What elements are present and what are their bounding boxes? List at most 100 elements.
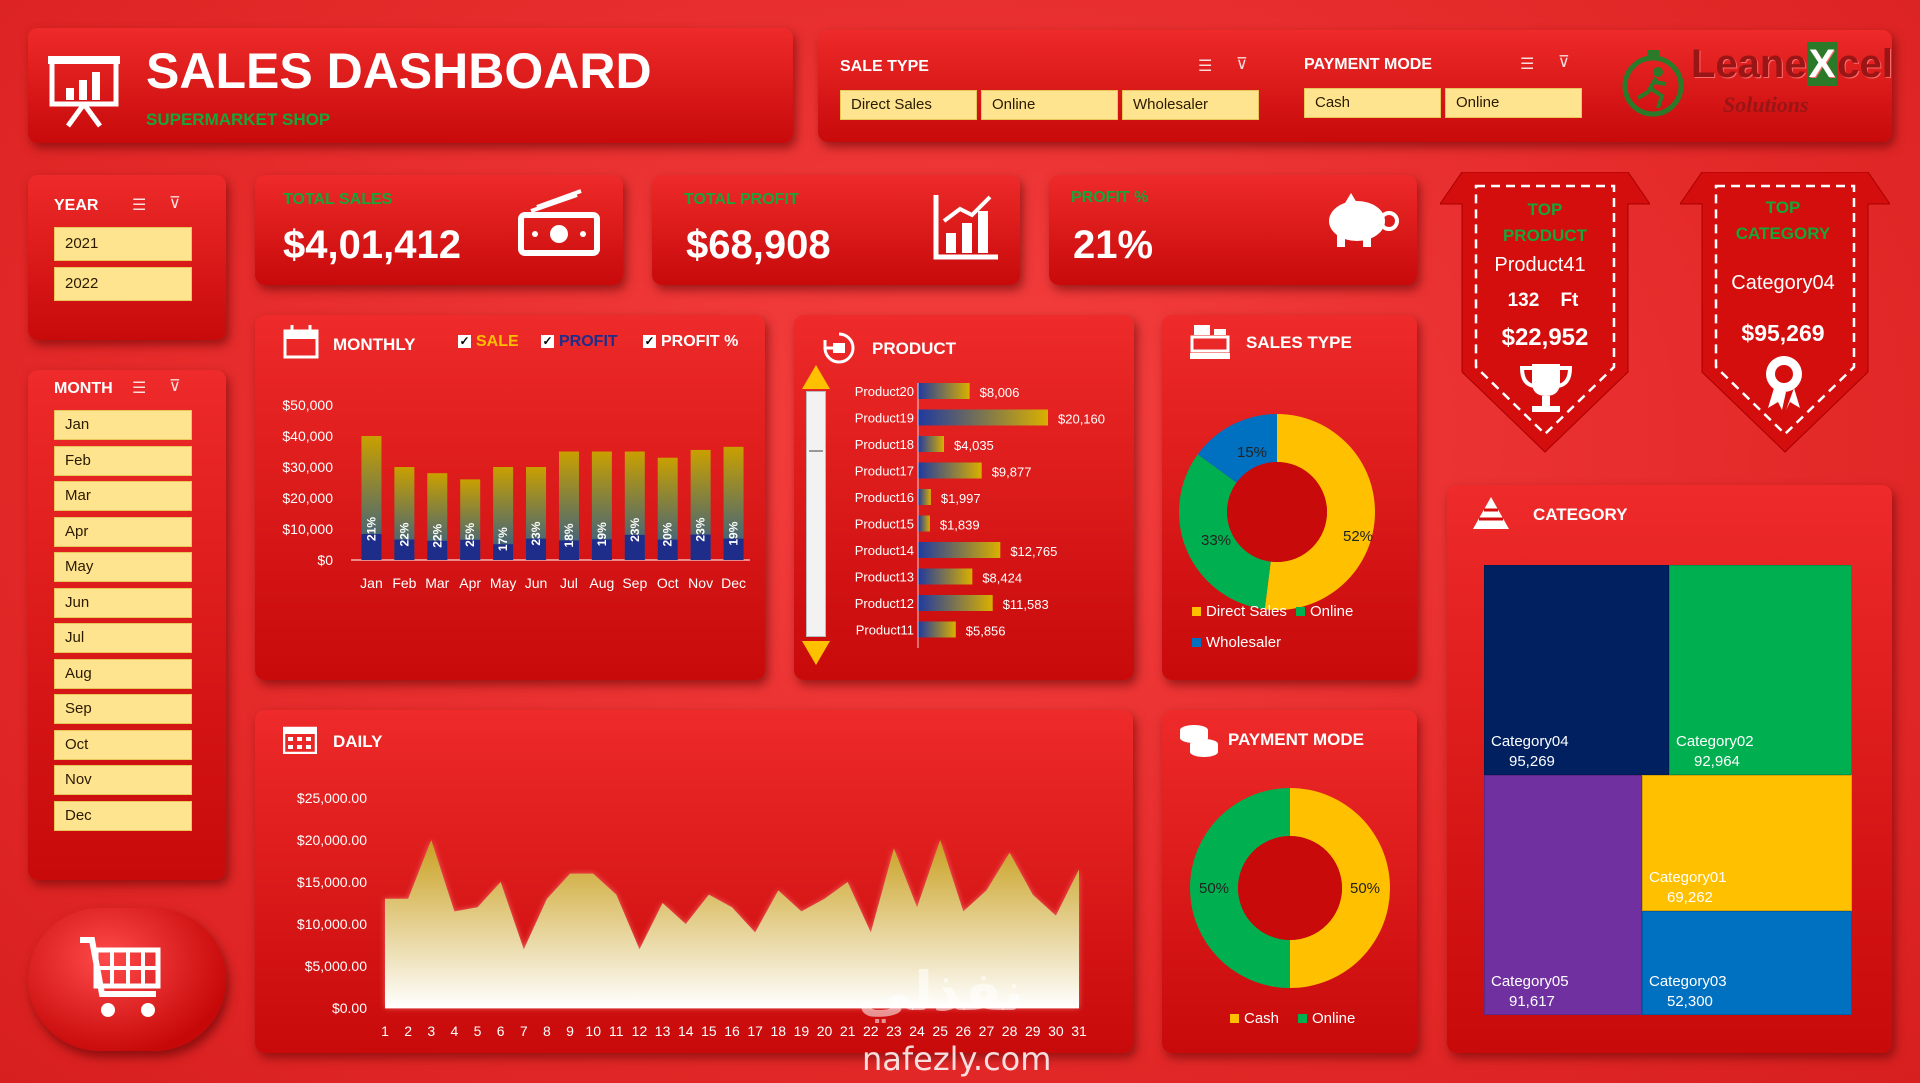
profit-bar[interactable] [558,540,579,560]
sale-bar[interactable] [427,473,448,560]
legend-sale[interactable]: ✓ SALE [458,333,519,351]
product-bar[interactable] [918,383,970,399]
product-bar[interactable] [918,621,956,638]
multi-select-icon[interactable]: ☰ [1520,56,1535,73]
donut-slice[interactable] [1179,454,1271,610]
monthly-bar-chart: $50,000 $40,000 $30,000 $20,000 $10,000 $0 21%… [282,397,750,591]
scroll-thumb[interactable] [809,450,823,452]
sale-type-direct-sales[interactable]: Direct Sales [840,90,977,120]
product-bar[interactable] [918,595,993,611]
sale-bar[interactable] [526,467,547,560]
sales-type-title: SALES TYPE [1246,333,1352,352]
product-name-label: Product14 [855,543,914,558]
donut-slice[interactable] [1190,788,1290,988]
x-tick-label: Oct [657,575,679,591]
multi-select-icon[interactable]: ☰ [132,380,147,397]
scroll-down-arrow[interactable] [802,641,830,665]
sale-bar[interactable] [690,449,711,560]
profit-bar[interactable] [591,539,612,560]
profit-bar[interactable] [657,539,678,560]
profit-bar[interactable] [526,538,547,560]
treemap-tile-category02[interactable]: Category02 92,964 [1669,565,1852,775]
profit-bar[interactable] [493,544,514,560]
x-tick-label: 7 [520,1023,528,1039]
sale-bar[interactable] [558,451,579,561]
profit-bar[interactable] [427,540,448,560]
legend-swatch [1230,1014,1239,1023]
product-scrollbar[interactable] [802,365,830,665]
treemap-tile-category01[interactable]: Category01 69,262 [1642,775,1852,911]
profit-bar[interactable] [723,538,744,560]
multi-select-icon[interactable]: ☰ [132,197,147,214]
product-panel: PRODUCT Product20 $8,006 Product19 $20,160 P… [794,315,1134,680]
donut-slice[interactable] [1290,788,1390,988]
treemap-value: 69,262 [1667,889,1713,906]
month-option-jan[interactable]: Jan [54,410,192,440]
legend-profit[interactable]: ✓ PROFIT [541,333,618,351]
clear-filter-icon[interactable]: ⊽ [169,195,181,212]
sale-bar[interactable] [460,479,481,560]
month-option-may[interactable]: May [54,552,192,582]
month-option-oct[interactable]: Oct [54,729,192,760]
scroll-track[interactable] [806,391,826,637]
month-option-aug[interactable]: Aug [54,658,192,689]
sale-bar[interactable] [657,457,678,560]
product-bar[interactable] [918,542,1001,558]
month-option-jun[interactable]: Jun [54,587,192,618]
treemap-tile-category03[interactable]: Category03 52,300 [1642,911,1852,1015]
sales-type-donut: 52% 33% 15% Direct Sales Online Wholesaler [1179,414,1375,651]
donut-slice[interactable] [1264,414,1375,610]
year-option-2021[interactable]: 2021 [54,227,192,261]
sale-bar[interactable] [591,451,612,561]
month-option-nov[interactable]: Nov [54,765,192,795]
top-product-name: Product41 [1494,254,1586,276]
x-tick-label: 20 [817,1023,833,1039]
profit-percent-label: 19% [727,521,741,545]
treemap-tile-category05[interactable]: Category05 91,617 [1484,775,1642,1015]
profit-percent-label: 18% [562,523,576,547]
payment-mode-cash[interactable]: Cash [1304,88,1441,118]
product-bar[interactable] [918,436,945,452]
treemap-tile-category04[interactable]: Category04 95,269 [1484,565,1669,775]
sale-bar[interactable] [723,446,744,560]
sale-bar[interactable] [361,436,382,560]
clear-filter-icon[interactable]: ⊽ [1236,56,1248,73]
profit-bar[interactable] [460,539,481,560]
top-product-badge: TOP PRODUCT Product41 132 Ft $22,952 [1440,172,1650,457]
legend-profit-percent-label: PROFIT % [661,333,739,350]
donut-slice[interactable] [1197,414,1277,483]
month-option-jul[interactable]: Jul [54,623,192,653]
month-option-mar[interactable]: Mar [54,481,192,511]
clear-filter-icon[interactable]: ⊽ [1558,54,1570,71]
daily-area[interactable] [385,840,1079,1008]
sale-type-online[interactable]: Online [981,90,1118,120]
payment-mode-online[interactable]: Online [1445,88,1582,118]
month-option-dec[interactable]: Dec [54,800,192,831]
kpi-label: TOTAL SALES [283,191,393,208]
product-bar[interactable] [918,568,973,585]
multi-select-icon[interactable]: ☰ [1198,58,1213,75]
clear-filter-icon[interactable]: ⊽ [169,378,181,395]
product-bar[interactable] [918,462,982,479]
sale-bar[interactable] [493,467,514,560]
product-bar[interactable] [918,515,930,532]
year-option-2022[interactable]: 2022 [54,267,192,301]
x-tick-label: 30 [1048,1023,1064,1039]
product-bar[interactable] [918,489,931,505]
profit-bar[interactable] [361,533,382,560]
profit-bar[interactable] [690,534,711,560]
month-option-sep[interactable]: Sep [54,694,192,724]
sale-type-wholesaler[interactable]: Wholesaler [1122,90,1259,120]
sale-bar[interactable] [624,451,645,561]
cart-button[interactable] [28,908,226,1051]
product-bar[interactable] [918,409,1048,426]
product-bar-chart: Product20 $8,006 Product19 $20,160 Product18… [855,383,1105,648]
profit-bar[interactable] [624,534,645,560]
profit-bar[interactable] [394,539,415,560]
scroll-up-arrow[interactable] [802,365,830,389]
month-option-feb[interactable]: Feb [54,445,192,476]
sale-bar[interactable] [394,467,415,560]
donut-value-label: 50% [1199,880,1229,897]
month-option-apr[interactable]: Apr [54,516,192,547]
legend-profit-percent[interactable]: ✓ PROFIT % [643,333,738,351]
